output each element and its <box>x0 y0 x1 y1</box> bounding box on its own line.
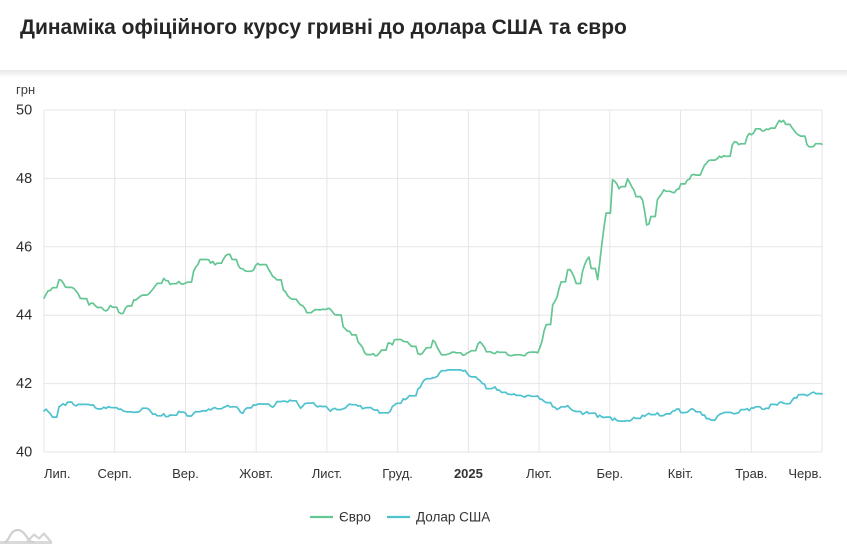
svg-text:46: 46 <box>16 239 32 255</box>
svg-text:50: 50 <box>16 103 32 119</box>
svg-text:Жовт.: Жовт. <box>239 466 273 481</box>
svg-text:42: 42 <box>16 376 32 392</box>
svg-text:Квіт.: Квіт. <box>668 466 694 481</box>
svg-text:Лют.: Лют. <box>526 466 552 481</box>
svg-text:Черв.: Черв. <box>788 466 822 481</box>
svg-text:Євро: Євро <box>339 510 371 525</box>
svg-text:Трав.: Трав. <box>735 466 767 481</box>
svg-text:Бер.: Бер. <box>596 466 623 481</box>
svg-text:2025: 2025 <box>454 466 483 481</box>
svg-text:Лип.: Лип. <box>44 466 70 481</box>
svg-text:Вер.: Вер. <box>172 466 199 481</box>
svg-text:Лист.: Лист. <box>312 466 342 481</box>
svg-text:Серп.: Серп. <box>97 466 132 481</box>
svg-text:Долар США: Долар США <box>416 510 490 525</box>
svg-text:грн: грн <box>16 82 35 97</box>
svg-text:40: 40 <box>16 445 32 461</box>
svg-text:48: 48 <box>16 171 32 187</box>
svg-text:Груд.: Груд. <box>382 466 413 481</box>
svg-text:44: 44 <box>16 308 32 324</box>
